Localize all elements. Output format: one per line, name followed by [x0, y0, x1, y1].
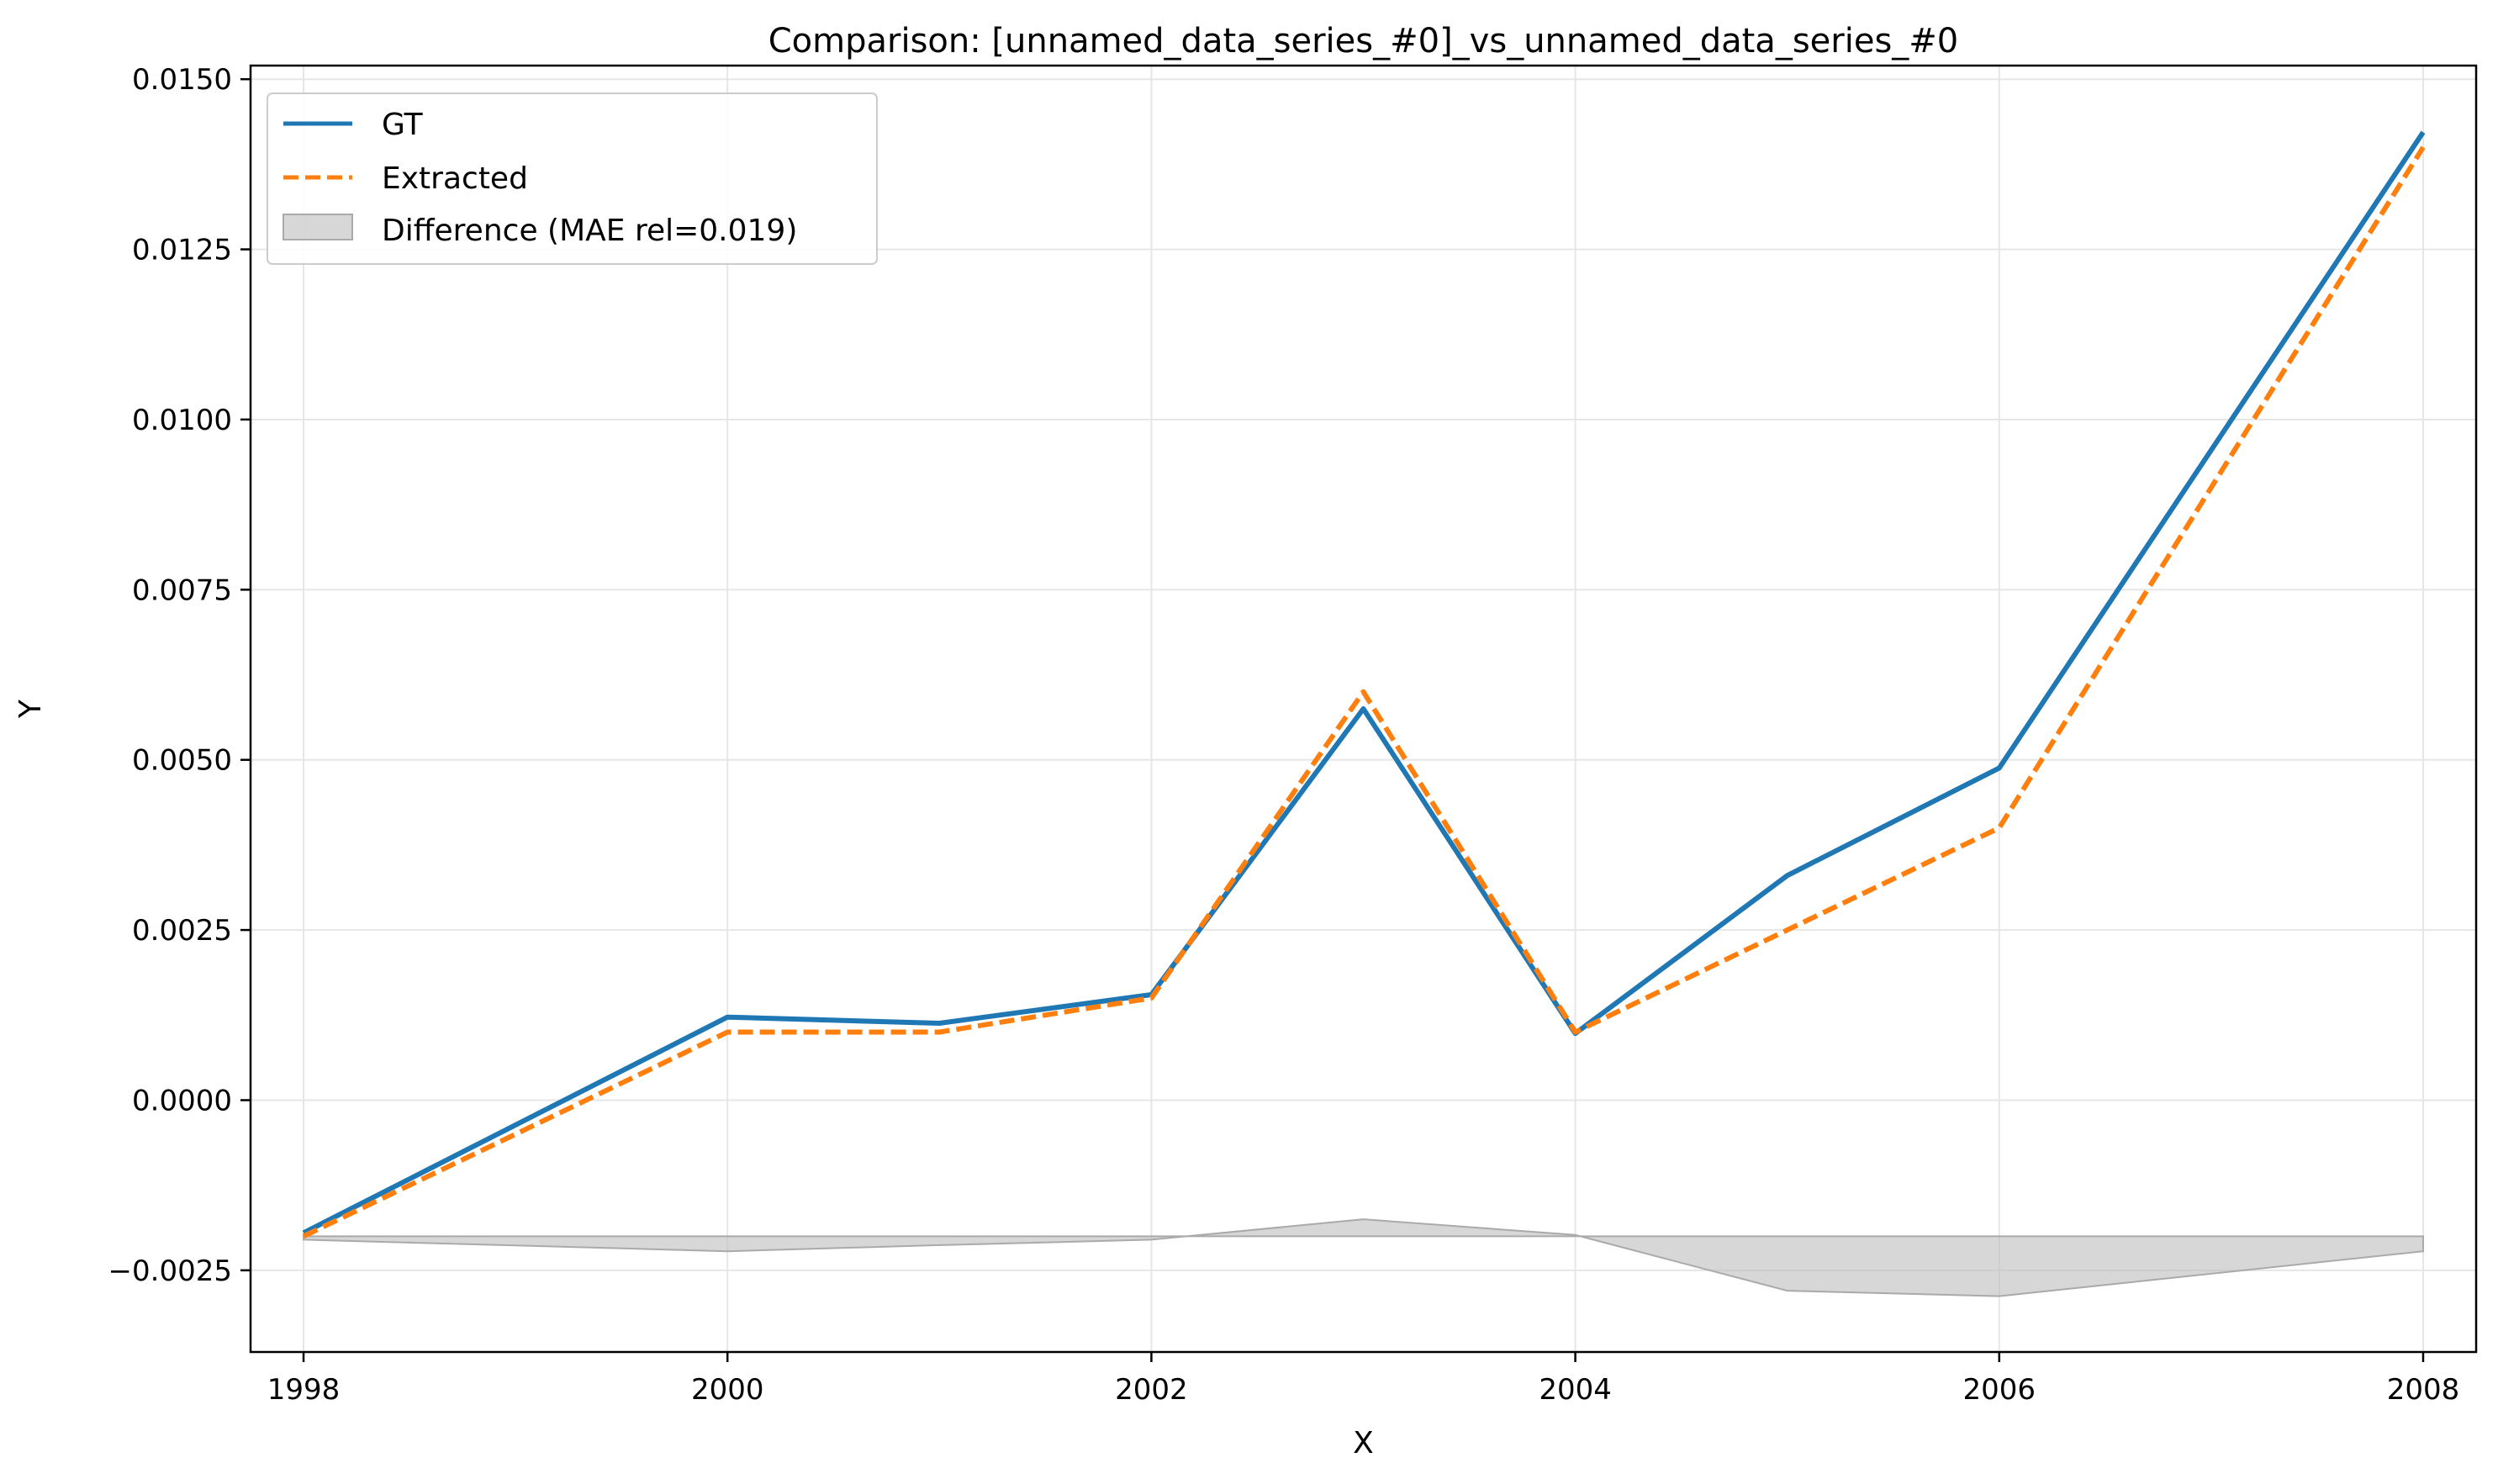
difference-fill: [303, 1218, 2424, 1297]
grid: [251, 66, 2476, 1352]
legend-label-difference: Difference (MAE rel=0.019): [382, 214, 797, 248]
legend: GT Extracted Difference (MAE rel=0.019): [267, 92, 878, 265]
y-tick-label: 0.0075: [132, 573, 232, 607]
x-tick-label: 2004: [1539, 1373, 1612, 1407]
chart-title: Comparison: [unnamed_data_series_#0]_vs_…: [768, 22, 1959, 61]
y-axis-label: Y: [13, 699, 48, 719]
legend-label-gt: GT: [382, 108, 424, 142]
y-tick-label: −0.0025: [108, 1254, 232, 1288]
plot-frame: [249, 64, 2478, 1354]
x-tick-label: 1998: [267, 1373, 341, 1407]
x-tick-label: 2008: [2387, 1373, 2460, 1407]
series-lines: [302, 130, 2426, 1239]
series-line-gt: [302, 130, 2426, 1236]
difference-area: [303, 1218, 2424, 1297]
legend-box: [267, 92, 878, 265]
x-tick-label: 2006: [1963, 1373, 2036, 1407]
y-tick-label: 0.0050: [132, 744, 232, 778]
x-tick-label: 2000: [691, 1373, 764, 1407]
legend-label-extracted: Extracted: [382, 161, 528, 196]
y-tick-label: 0.0100: [132, 404, 232, 437]
legend-swatch-difference: [283, 214, 353, 240]
x-axis-ticks: 1998 2000 2002 2004 2006 2008: [267, 1352, 2459, 1407]
y-tick-label: 0.0125: [132, 234, 232, 267]
y-tick-label: 0.0000: [132, 1084, 232, 1117]
x-axis-label: X: [1353, 1426, 1374, 1460]
y-tick-label: 0.0150: [132, 63, 232, 97]
y-axis-ticks: −0.0025 0.0000 0.0025 0.0050 0.0075 0.0100 0.0…: [108, 63, 251, 1288]
y-tick-label: 0.0025: [132, 914, 232, 948]
series-line-extracted: [302, 145, 2426, 1239]
x-tick-label: 2002: [1115, 1373, 1188, 1407]
